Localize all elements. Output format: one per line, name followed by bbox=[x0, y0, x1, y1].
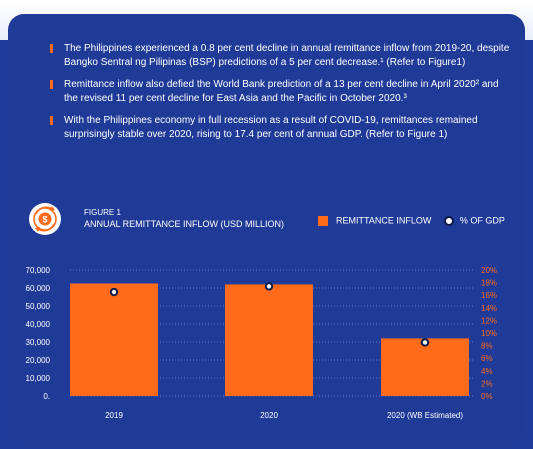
y-left-tick-label: 10,000 bbox=[26, 374, 51, 383]
x-tick-label: 2020 bbox=[260, 411, 278, 420]
bullet-marker bbox=[50, 116, 53, 125]
bullet-item: The Philippines experienced a 0.8 per ce… bbox=[50, 42, 510, 70]
bullet-text: With the Philippines economy in full rec… bbox=[64, 115, 478, 140]
legend-swatch-dot bbox=[443, 215, 454, 226]
bar bbox=[381, 338, 469, 396]
bullet-text: The Philippines experienced a 0.8 per ce… bbox=[64, 43, 510, 68]
gdp-point bbox=[420, 338, 430, 347]
x-tick-label: 2019 bbox=[105, 411, 123, 420]
legend-label-gdp: % OF GDP bbox=[459, 215, 505, 226]
y-right-tick-label: 16% bbox=[481, 291, 497, 300]
bar bbox=[70, 283, 158, 396]
y-right-tick-label: 6% bbox=[481, 354, 493, 363]
y-left-tick-label: 20,000 bbox=[26, 356, 51, 365]
y-right-tick-label: 2% bbox=[481, 379, 493, 388]
chart-legend: REMITTANCE INFLOW % OF GDP bbox=[318, 215, 505, 226]
chart-plot: 70,000 60,000 50,000 40,000 30,000 20,000 10,0… bbox=[26, 266, 497, 420]
coin-exchange-icon: $ bbox=[29, 203, 61, 235]
bullet-item: With the Philippines economy in full rec… bbox=[50, 114, 510, 142]
y-right-tick-label: 10% bbox=[481, 329, 497, 338]
bullet-item: Remittance inflow also defied the World … bbox=[50, 78, 510, 106]
y-left-tick-label: 0. bbox=[43, 392, 50, 401]
y-left-tick-label: 70,000 bbox=[26, 266, 51, 275]
bullet-marker bbox=[50, 80, 53, 89]
y-right-tick-label: 0% bbox=[481, 392, 493, 401]
figure-number: FIGURE 1 bbox=[84, 208, 121, 217]
y-right-tick-label: 18% bbox=[481, 279, 497, 288]
legend-swatch-bar bbox=[318, 215, 328, 226]
gdp-point bbox=[109, 287, 119, 297]
chart-title: ANNUAL REMITTANCE INFLOW (USD MILLION) bbox=[84, 219, 285, 229]
gdp-point bbox=[264, 282, 274, 291]
y-right-tick-label: 14% bbox=[481, 304, 497, 313]
legend-label-remittance: REMITTANCE INFLOW bbox=[336, 215, 432, 226]
y-left-tick-label: 30,000 bbox=[26, 338, 51, 347]
y-left-tick-label: 40,000 bbox=[26, 320, 51, 329]
y-right-tick-label: 20% bbox=[481, 266, 497, 275]
y-right-tick-label: 8% bbox=[481, 342, 493, 351]
y-right-tick-label: 4% bbox=[481, 367, 493, 376]
svg-text:$: $ bbox=[42, 215, 47, 225]
bullet-text: Remittance inflow also defied the World … bbox=[64, 79, 499, 104]
y-left-tick-label: 60,000 bbox=[26, 284, 51, 293]
y-left-tick-label: 50,000 bbox=[26, 302, 51, 311]
y-right-tick-label: 12% bbox=[481, 316, 497, 325]
bar bbox=[225, 284, 313, 396]
bullet-marker bbox=[50, 44, 53, 53]
x-tick-label: 2020 (WB Estimated) bbox=[387, 411, 463, 420]
bullet-list: The Philippines experienced a 0.8 per ce… bbox=[50, 42, 510, 150]
